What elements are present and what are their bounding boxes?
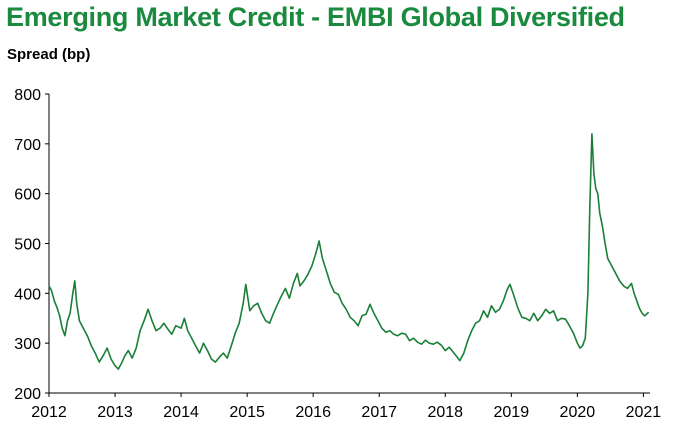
x-tick-label: 2016 [295, 404, 331, 421]
axes [45, 93, 650, 397]
y-tick-label: 200 [14, 386, 41, 403]
tick-labels: 200 300 400 500 600 700 800 2012 2013 2014 2015 201… [14, 87, 661, 421]
x-tick-label: 2013 [97, 404, 133, 421]
x-tick-label: 2017 [361, 404, 397, 421]
y-tick-label: 300 [14, 336, 41, 353]
y-tick-label: 800 [14, 87, 41, 104]
y-tick-label: 700 [14, 137, 41, 154]
y-tick-label: 500 [14, 237, 41, 254]
y-tick-label: 600 [14, 187, 41, 204]
x-tick-label: 2019 [494, 404, 530, 421]
x-tick-label: 2012 [31, 404, 67, 421]
x-tick-label: 2014 [163, 404, 199, 421]
y-axis-label: Spread (bp) [7, 46, 91, 63]
x-tick-label: 2015 [229, 404, 265, 421]
x-tick-label: 2018 [427, 404, 463, 421]
y-tick-label: 400 [14, 286, 41, 303]
x-tick-label: 2020 [560, 404, 596, 421]
series-line [48, 133, 650, 370]
x-tick-label: 2021 [626, 404, 662, 421]
chart-title: Emerging Market Credit - EMBI Global Div… [6, 2, 625, 32]
plot-area [48, 133, 650, 370]
